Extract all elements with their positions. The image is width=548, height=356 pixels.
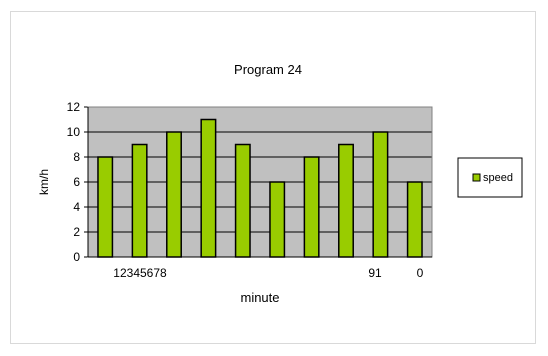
bar [303,156,320,258]
y-tick-label: 2 [73,225,80,239]
legend-swatch [472,173,481,182]
bar [200,118,217,258]
bar [269,181,286,258]
bar [131,143,148,258]
y-tick-label: 6 [73,175,80,189]
y-tick-label: 8 [73,150,80,164]
plot-area: 0 2 4 6 8 10 12 [67,100,433,264]
legend-label-speed: speed [483,172,513,184]
x-tick-label: 0 [417,266,424,280]
y-tick-label: 0 [73,250,80,264]
bar [338,143,354,258]
y-tick-label: 10 [67,125,81,139]
y-tick-label: 12 [67,100,81,114]
chart-title: Program 24 [234,62,302,77]
legend-box [457,157,523,198]
bar [97,156,114,258]
bar [234,143,251,258]
x-tick-label: 91 [368,266,382,280]
y-tick-label: 4 [73,200,80,214]
bar [406,181,423,258]
x-axis-label: minute [240,290,279,305]
legend: speed [457,157,523,198]
bar [166,131,182,258]
bar [372,131,389,258]
y-axis-label: km/h [37,169,51,195]
x-tick-label: 12345678 [113,266,167,280]
